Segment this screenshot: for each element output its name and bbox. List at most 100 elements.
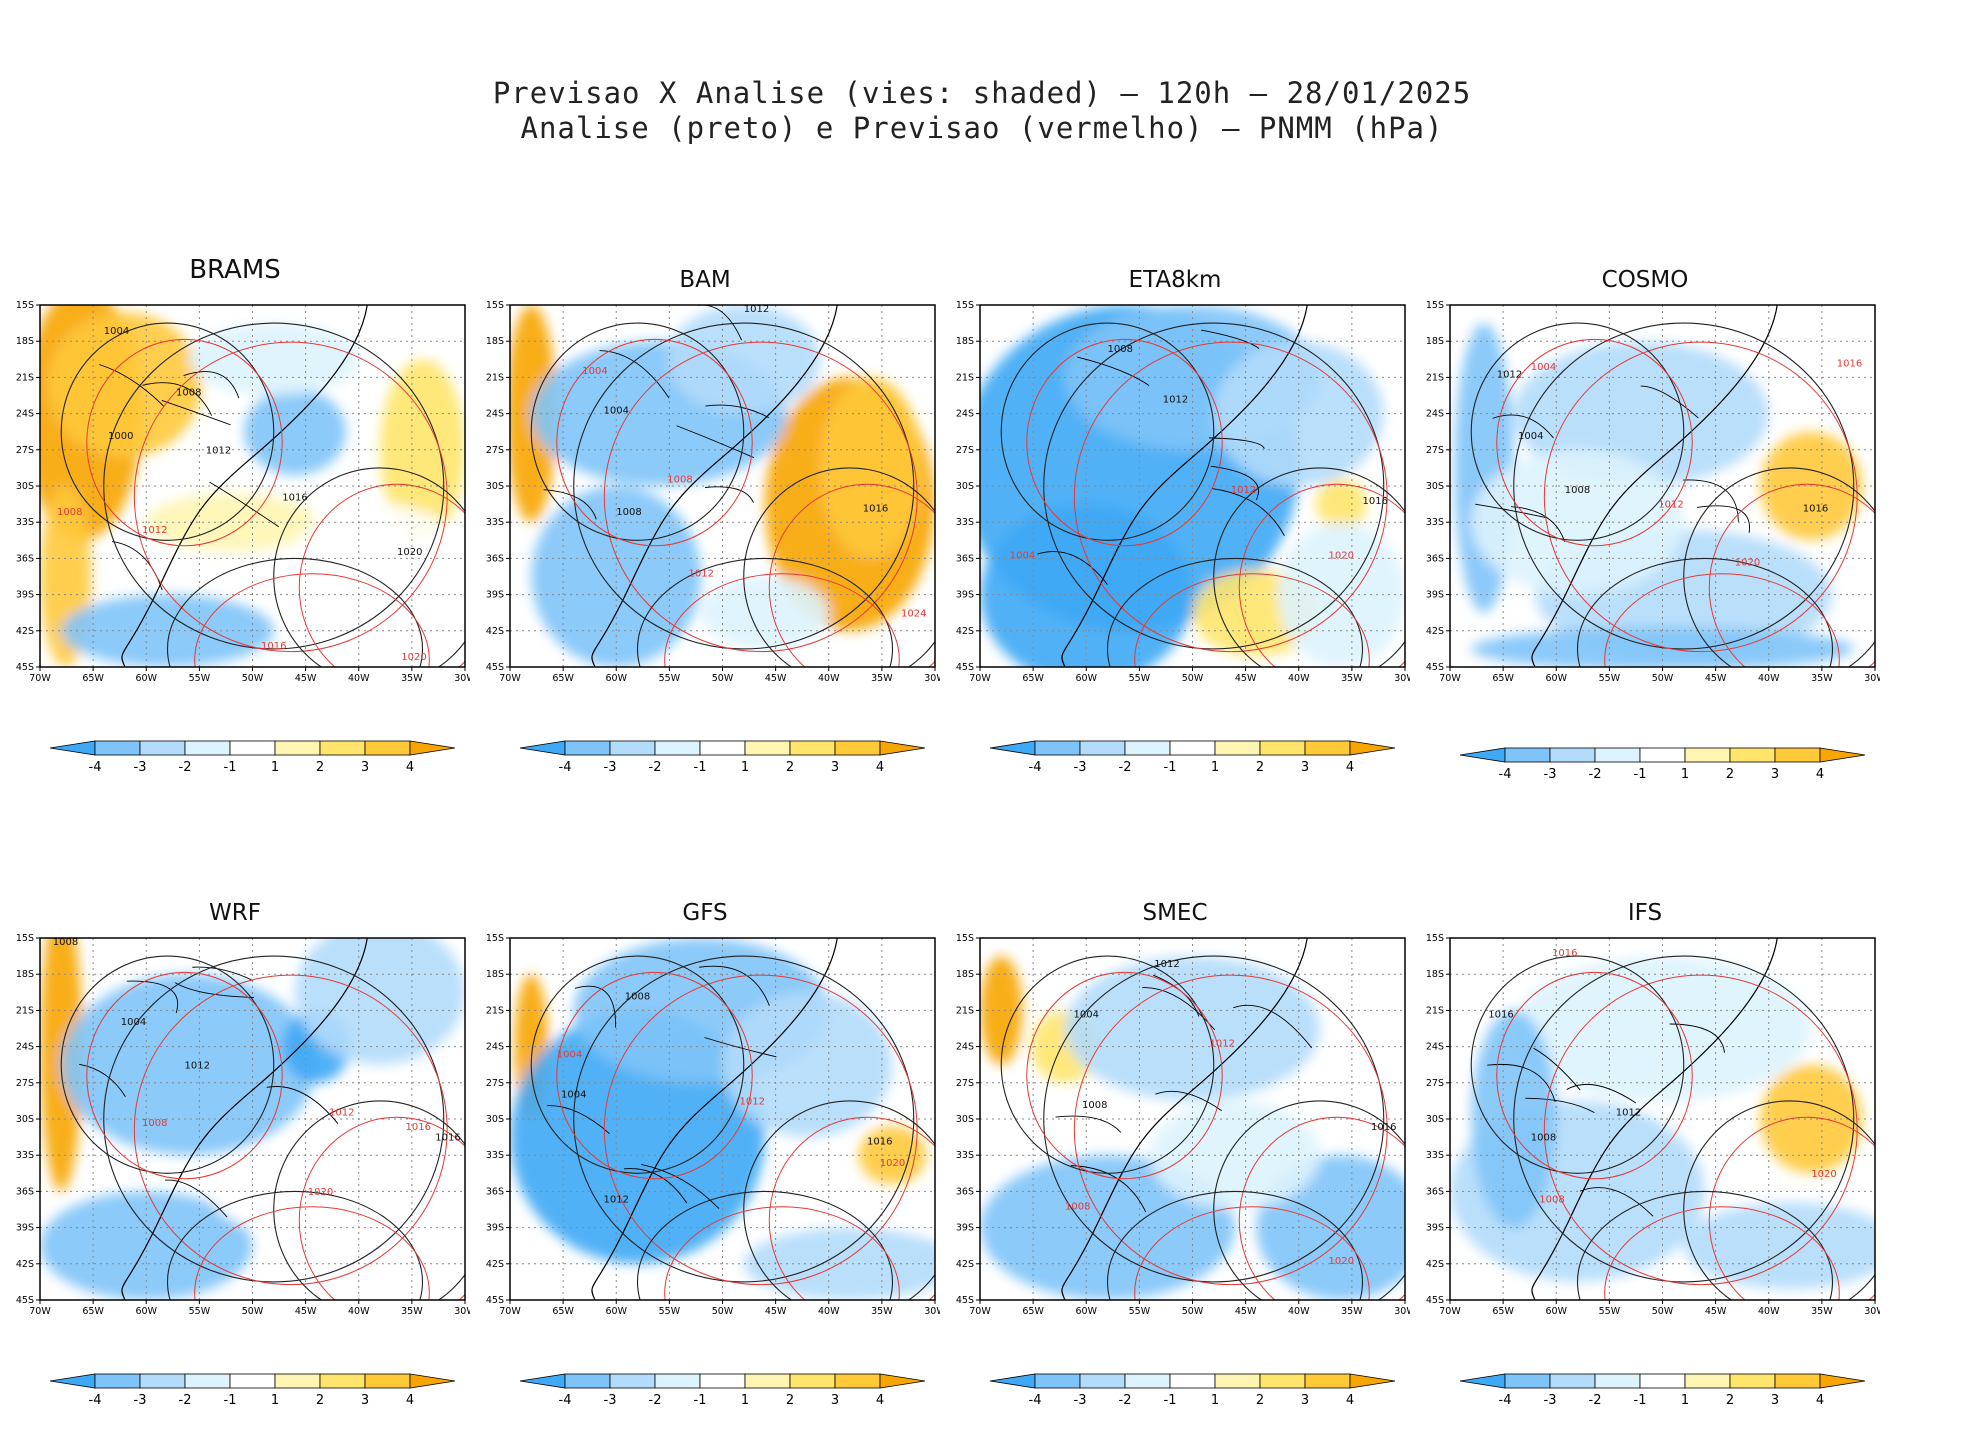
latitude-label: 18S xyxy=(1426,336,1444,347)
analysis-isobar xyxy=(573,955,915,1283)
latitude-label: 39S xyxy=(1426,1223,1444,1234)
latitude-label: 45S xyxy=(16,662,34,673)
colorbar-tick-label: -4 xyxy=(1499,767,1512,782)
forecast-isobar xyxy=(768,1116,935,1300)
analysis-contour-label: 1016 xyxy=(1363,496,1388,507)
colorbar: -4 -3 -2 -1 1 2 3 4 xyxy=(519,740,926,775)
latitude-label: 36S xyxy=(1426,1186,1444,1197)
longitude-label: 45W xyxy=(1705,673,1727,684)
colorbar-swatch xyxy=(1639,747,1686,763)
forecast-isobar xyxy=(1604,573,1840,667)
analysis-isobar xyxy=(636,557,894,667)
colorbar-swatch xyxy=(519,740,566,756)
colorbar-tick-label: -2 xyxy=(1589,767,1602,782)
map-plot: 1012100410081016101610121020100415S18S21… xyxy=(1426,300,1880,782)
colorbar-tick-label: 4 xyxy=(1816,1393,1824,1408)
latitude-label: 27S xyxy=(956,1078,974,1089)
forecast-isobar xyxy=(133,974,448,1286)
longitude-label: 65W xyxy=(552,673,574,684)
panel-gfs: GFS 1008 1004 1012 1016 1004 1012 1020 15S 18S 21S… xyxy=(470,888,940,1428)
colorbar-swatch xyxy=(564,740,611,756)
colorbar-tick-label: -3 xyxy=(604,760,617,775)
colorbar-swatch xyxy=(364,740,411,756)
colorbar-swatch xyxy=(744,740,791,756)
colorbar-swatch xyxy=(274,1373,321,1389)
political-border xyxy=(142,382,213,416)
colorbar-tick-label: 4 xyxy=(406,1393,414,1408)
colorbar-swatch xyxy=(94,740,141,756)
latitude-label: 30S xyxy=(16,1114,34,1125)
analysis-isobar xyxy=(1043,955,1385,1283)
colorbar-tick-label: -2 xyxy=(649,1393,662,1408)
latitude-label: 42S xyxy=(486,1259,504,1270)
latitude-label: 27S xyxy=(16,445,34,456)
longitude-label: 65W xyxy=(1022,673,1044,684)
forecast-isobar xyxy=(133,341,448,653)
latitude-label: 18S xyxy=(486,969,504,980)
colorbar-tick-label: -1 xyxy=(694,1393,707,1408)
colorbar-swatch xyxy=(1819,1373,1866,1389)
latitude-label: 30S xyxy=(956,481,974,492)
forecast-contour-label: 1020 xyxy=(308,1187,333,1198)
panel-ifs: IFS 1016 1012 1008 1008 1016 1020 15S 18S 21S 24S 2… xyxy=(1410,888,1880,1428)
bias-patch xyxy=(1315,478,1367,530)
analysis-contour-label: 1004 xyxy=(561,1089,586,1100)
analysis-isobar xyxy=(1043,322,1385,650)
forecast-contour-label: 1020 xyxy=(401,652,426,663)
latitude-label: 18S xyxy=(486,336,504,347)
latitude-label: 27S xyxy=(1426,445,1444,456)
panel-title: IFS xyxy=(1627,900,1663,926)
longitude-label: 55W xyxy=(1129,673,1151,684)
panel-title: GFS xyxy=(682,900,728,926)
analysis-isobar xyxy=(103,955,445,1283)
bias-patch xyxy=(858,1126,927,1185)
colorbar-tick-label: -4 xyxy=(1029,1393,1042,1408)
latitude-label: 15S xyxy=(956,300,974,311)
latitude-label: 15S xyxy=(486,300,504,311)
colorbar-tick-label: -1 xyxy=(224,1393,237,1408)
colorbar-tick-label: -4 xyxy=(559,1393,572,1408)
colorbar-swatch xyxy=(699,740,746,756)
political-border xyxy=(99,364,165,407)
analysis-contour-label: 1012 xyxy=(1154,959,1179,970)
panel-cosmo: COSMO 1012 1004 1008 1016 1016 1012 1020 1004 15S… xyxy=(1410,255,1880,795)
coastline xyxy=(1531,938,1778,1300)
political-border xyxy=(111,541,163,591)
analysis-isobar xyxy=(166,1190,424,1300)
colorbar-swatch xyxy=(834,1373,881,1389)
analysis-isobar xyxy=(1213,467,1405,667)
panel-title: COSMO xyxy=(1601,267,1689,293)
forecast-isobar xyxy=(664,1206,900,1300)
longitude-label: 30W xyxy=(1864,673,1880,684)
latitude-label: 39S xyxy=(956,590,974,601)
longitude-label: 65W xyxy=(552,1306,574,1317)
latitude-label: 36S xyxy=(486,1186,504,1197)
colorbar-tick-label: -4 xyxy=(1029,760,1042,775)
analysis-contour-label: 1012 xyxy=(1616,1107,1641,1118)
latitude-label: 24S xyxy=(1426,409,1444,420)
longitude-label: 55W xyxy=(189,1306,211,1317)
colorbar-tick-label: -1 xyxy=(1164,760,1177,775)
analysis-isobar xyxy=(573,322,915,650)
forecast-isobar xyxy=(1134,573,1370,667)
latitude-label: 45S xyxy=(486,1295,504,1306)
colorbar-tick-label: 1 xyxy=(1681,767,1689,782)
analysis-contour-label: 1008 xyxy=(625,992,650,1003)
colorbar: -4 -3 -2 -1 1 2 3 4 xyxy=(1459,747,1866,782)
analysis-isobar xyxy=(60,955,275,1174)
colorbar-swatch xyxy=(1079,740,1126,756)
latitude-label: 15S xyxy=(486,933,504,944)
longitude-label: 60W xyxy=(1076,1306,1098,1317)
colorbar-tick-label: 4 xyxy=(1816,767,1824,782)
latitude-label: 33S xyxy=(956,1150,974,1161)
analysis-contour-label: 1008 xyxy=(1531,1133,1556,1144)
colorbar-swatch xyxy=(1124,740,1171,756)
forecast-isobar xyxy=(1543,341,1858,653)
colorbar-tick-label: -1 xyxy=(224,760,237,775)
colorbar-swatch xyxy=(139,1373,186,1389)
longitude-label: 55W xyxy=(659,673,681,684)
bias-patch xyxy=(980,956,1023,1065)
forecast-contour-label: 1008 xyxy=(667,474,692,485)
latitude-label: 45S xyxy=(16,1295,34,1306)
